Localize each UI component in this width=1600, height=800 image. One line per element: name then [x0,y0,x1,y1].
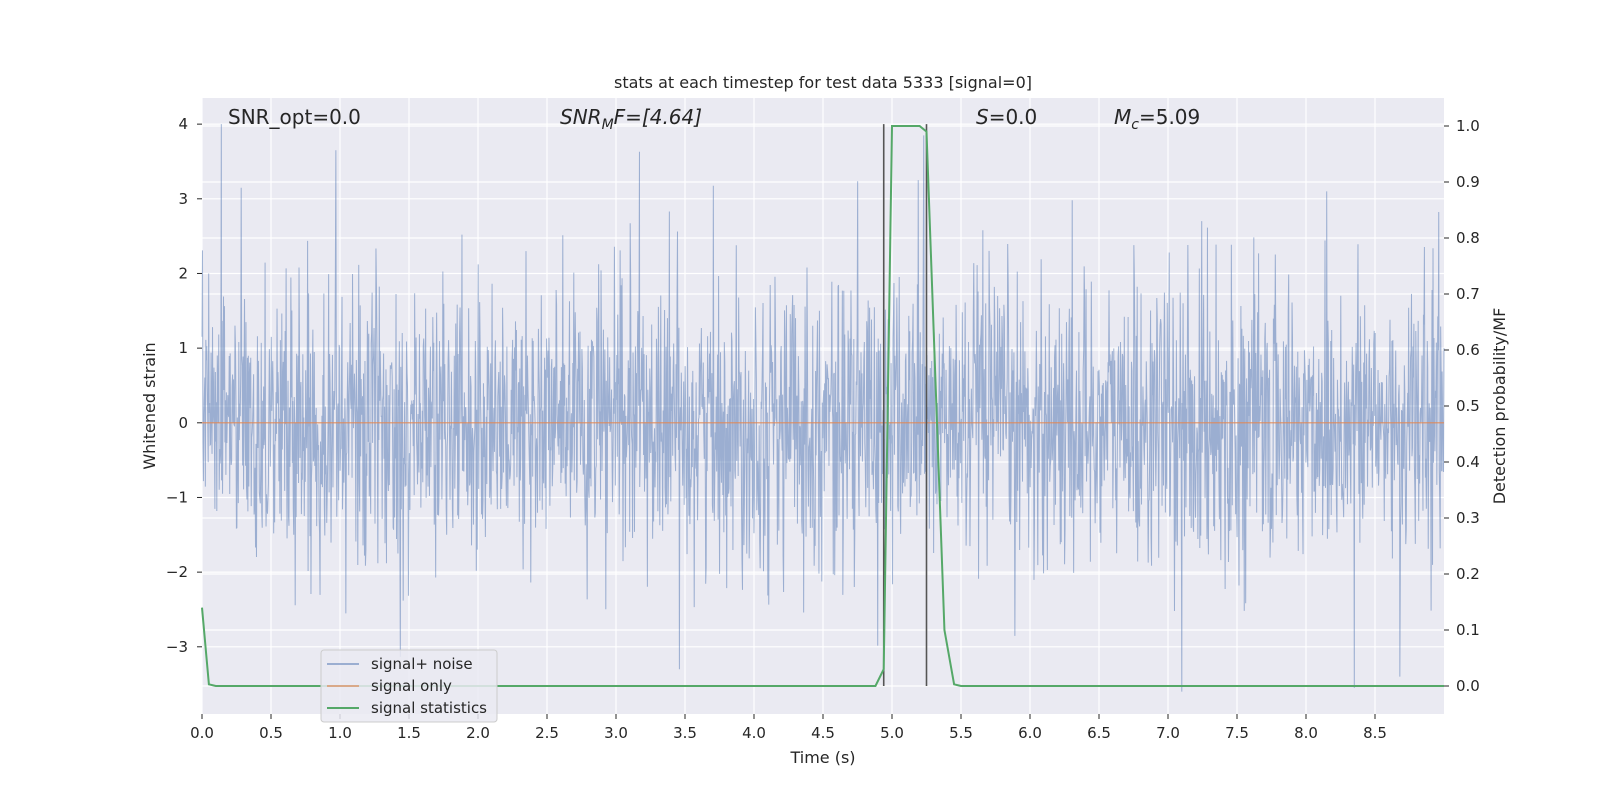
y-right-tick-label: 0.6 [1456,341,1480,359]
y-axis-label-left: Whitened strain [140,342,159,469]
x-tick-label: 8.0 [1294,724,1318,742]
x-tick-label: 1.5 [397,724,421,742]
y-left-tick-label: 2 [178,264,188,282]
y-right-tick-label: 0.0 [1456,677,1480,695]
legend-label-signal-noise: signal+ noise [371,655,473,673]
x-tick-label: 5.5 [949,724,973,742]
y-left-tick-label: −3 [166,638,188,656]
signal-statistics-line [201,125,1444,687]
y-right-tick-label: 0.2 [1456,565,1480,583]
x-tick-label: 6.0 [1018,724,1042,742]
y-right-tick-label: 0.7 [1456,285,1480,303]
ticks: 0.0 0.5 1.0 1.5 2.0 2.5 3.0 3.5 4.0 4.5 5.0 5.5 6.0 6… [166,115,1480,742]
y-left-tick-label: 4 [178,115,188,133]
x-tick-label: 7.5 [1225,724,1249,742]
annotation-s: S=0.0 [976,105,1037,129]
x-tick-label: 3.0 [604,724,628,742]
legend-box [320,649,498,723]
x-tick-label: 6.5 [1087,724,1111,742]
x-axis-label: Time (s) [789,748,855,767]
legend: signal+ noise signal only signal statist… [320,649,498,723]
y-left-tick-label: 3 [178,190,188,208]
x-tick-label: 4.5 [811,724,835,742]
noise-series [201,124,1445,692]
chart-title: stats at each timestep for test data 533… [614,73,1032,92]
x-tick-label: 3.5 [673,724,697,742]
y-right-tick-label: 0.9 [1456,173,1480,191]
y-right-tick-label: 1.0 [1456,117,1480,135]
y-right-tick-label: 0.3 [1456,509,1480,527]
annotation-snr-opt: SNR_opt=0.0 [228,105,361,129]
y-right-tick-label: 0.1 [1456,621,1480,639]
signal-noise-line [201,124,1445,692]
y-right-tick-label: 0.8 [1456,229,1480,247]
y-left-tick-label: 1 [178,339,188,357]
legend-label-signal-only: signal only [371,677,452,695]
annotation-mc: Mc=5.09 [1114,105,1200,133]
vertical-markers [882,124,928,686]
y-right-tick-label: 0.5 [1456,397,1480,415]
x-tick-label: 8.5 [1363,724,1387,742]
x-tick-label: 4.0 [742,724,766,742]
y-left-tick-label: −2 [166,563,188,581]
y-left-tick-label: −1 [166,488,188,506]
statistics-series [201,125,1444,687]
x-tick-label: 1.0 [328,724,352,742]
x-tick-label: 0.0 [190,724,214,742]
y-axis-label-right: Detection probability/MF [1490,308,1509,505]
x-tick-label: 7.0 [1156,724,1180,742]
x-tick-label: 2.0 [466,724,490,742]
x-tick-label: 0.5 [259,724,283,742]
x-tick-label: 5.0 [880,724,904,742]
x-tick-label: 2.5 [535,724,559,742]
y-left-tick-label: 0 [178,414,188,432]
y-right-tick-label: 0.4 [1456,453,1480,471]
legend-label-signal-statistics: signal statistics [371,699,487,717]
annotation-snr-mf: SNRMF=[4.64] [560,105,702,133]
